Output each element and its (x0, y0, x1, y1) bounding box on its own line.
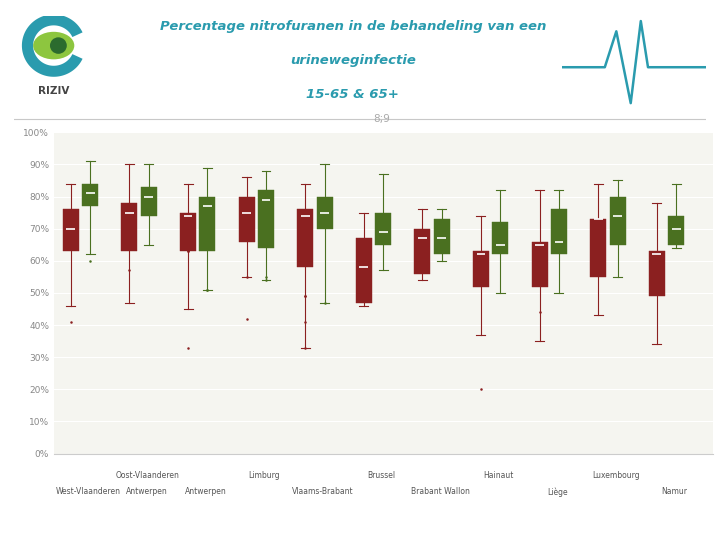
Text: West-Vlaanderen: West-Vlaanderen (56, 487, 121, 496)
Bar (610, 197, 626, 245)
Bar (551, 210, 567, 254)
Text: Brussel: Brussel (367, 471, 395, 480)
Circle shape (50, 37, 67, 54)
Bar (649, 251, 665, 296)
Text: Antwerpen: Antwerpen (126, 487, 168, 496)
Bar (82, 184, 98, 206)
Text: Liège: Liège (547, 487, 567, 497)
Bar (668, 216, 684, 245)
Bar (141, 187, 157, 216)
Bar (63, 210, 79, 251)
Ellipse shape (33, 32, 74, 59)
Bar (433, 219, 450, 254)
Bar (492, 222, 508, 254)
Text: Brabant Wallon: Brabant Wallon (410, 487, 469, 496)
Text: 15-65 & 65+: 15-65 & 65+ (307, 89, 399, 102)
Text: urineweginfectie: urineweginfectie (290, 53, 415, 66)
Text: Namur: Namur (662, 487, 688, 496)
Text: Antwerpen: Antwerpen (185, 487, 227, 496)
Bar (258, 190, 274, 248)
Bar (317, 197, 333, 229)
Bar (375, 213, 391, 245)
Bar (199, 197, 215, 251)
Polygon shape (22, 15, 83, 77)
Bar (297, 210, 313, 267)
Text: Limburg: Limburg (248, 471, 280, 480)
Bar (415, 229, 431, 274)
Bar (180, 213, 196, 251)
Text: Oost-Vlaanderen: Oost-Vlaanderen (115, 471, 179, 480)
Bar (238, 197, 255, 241)
Text: Vlaams-Brabant: Vlaams-Brabant (292, 487, 354, 496)
Text: RIZIV: RIZIV (38, 86, 69, 97)
Bar (356, 238, 372, 302)
Text: Hainaut: Hainaut (484, 471, 514, 480)
Bar (122, 203, 138, 251)
Bar (590, 219, 606, 277)
Text: Percentage nitrofuranen in de behandeling van een: Percentage nitrofuranen in de behandelin… (160, 19, 546, 33)
Text: 8;9: 8;9 (373, 114, 390, 124)
Bar (531, 241, 548, 287)
Text: Luxembourg: Luxembourg (592, 471, 639, 480)
Bar (473, 251, 489, 287)
